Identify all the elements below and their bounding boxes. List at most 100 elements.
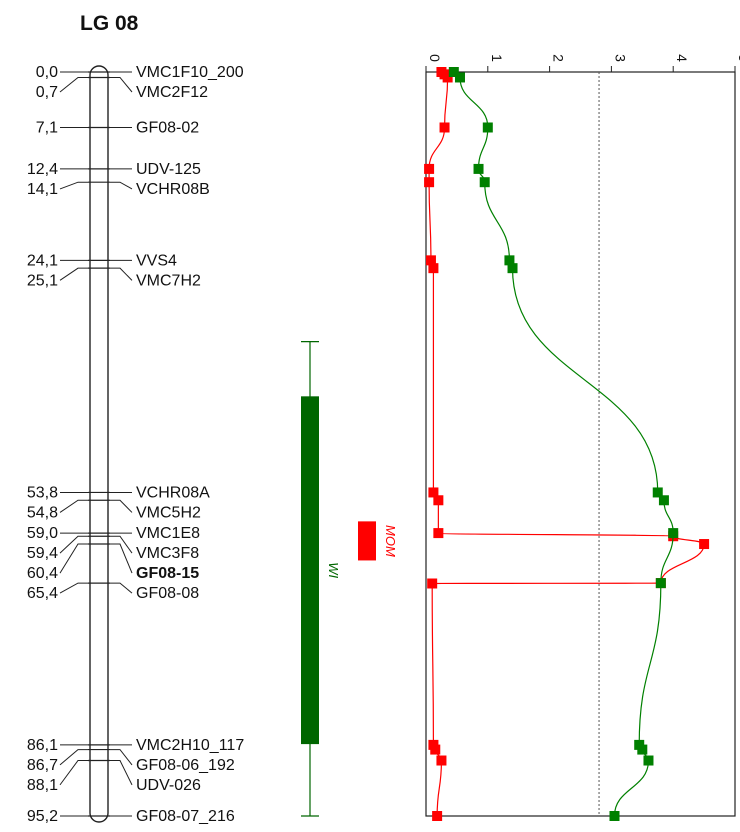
marker-name-label: VCHR08B	[136, 181, 210, 198]
lod-point	[433, 495, 444, 506]
lod-point	[643, 755, 654, 766]
marker-connector-left	[59, 181, 88, 190]
plot-frame	[425, 71, 736, 817]
chromosome-group	[89, 65, 109, 823]
lod-point	[507, 263, 518, 274]
lod-point	[424, 177, 435, 188]
marker-connector-right	[110, 267, 133, 281]
lod-point	[427, 578, 438, 589]
marker-name-label: VMC2F12	[136, 84, 208, 101]
lod-series-0	[424, 67, 710, 821]
marker-position-label: 0,7	[36, 84, 58, 101]
marker-connector-left	[59, 582, 88, 594]
x-tick-label: 0	[427, 54, 443, 62]
marker-name-label: GF08-06_192	[136, 757, 235, 774]
lod-point	[655, 578, 666, 589]
x-tick-label: 3	[612, 54, 628, 62]
lod-point	[479, 177, 490, 188]
lod-point	[428, 263, 439, 274]
qtl-interval-bar	[358, 521, 376, 561]
lod-profile-plot: 0 1 2 3 4 5	[424, 54, 740, 821]
lod-point	[433, 528, 444, 539]
marker-connector-right	[110, 749, 133, 766]
qtl-intervals: WI MOM	[301, 341, 398, 817]
marker-connector-right	[110, 535, 133, 554]
marker-name-label: GF08-15	[136, 565, 199, 582]
lod-point	[482, 122, 493, 133]
marker-connector-left	[59, 499, 88, 513]
marker-name-label: GF08-02	[136, 119, 199, 136]
marker-position-label: 59,0	[27, 525, 58, 542]
marker-position-label: 53,8	[27, 484, 58, 501]
marker-position-label: 95,2	[27, 808, 58, 825]
marker-connector-right	[110, 582, 133, 594]
marker-name-label: GF08-07_216	[136, 808, 235, 825]
marker-name-label: VCHR08A	[136, 484, 210, 501]
lod-point	[637, 744, 648, 755]
marker-position-label: 86,1	[27, 737, 58, 754]
lod-point	[448, 67, 459, 77]
lod-point	[609, 811, 620, 821]
marker-connector-left	[59, 267, 88, 281]
marker-position-label: 7,1	[36, 119, 58, 136]
lod-point	[668, 528, 679, 539]
marker-position-label: 86,7	[27, 757, 58, 774]
qtl-interval-bar	[301, 396, 319, 745]
marker-name-label: UDV-125	[136, 161, 201, 178]
marker-position-label: 0,0	[36, 64, 58, 81]
marker-connector-left	[59, 535, 88, 554]
lod-point	[442, 72, 453, 83]
lod-point	[428, 487, 439, 498]
x-tick-label: 1	[489, 54, 505, 62]
marker-labels: 0,0 VMC1F10_200 0,7 VMC2F12 7,1 GF08-02 12,4 UD…	[27, 64, 244, 825]
marker-position-label: 25,1	[27, 272, 58, 289]
linkage-group-title: LG 08	[80, 12, 139, 35]
marker-position-label: 12,4	[27, 161, 58, 178]
marker-position-label: 14,1	[27, 181, 58, 198]
lod-point	[658, 495, 669, 506]
lod-axis-ticks: 0 1 2 3 4 5	[425, 54, 740, 72]
qtl-label: WI	[326, 562, 341, 578]
marker-position-label: 88,1	[27, 777, 58, 794]
marker-connector-left	[59, 543, 88, 574]
lod-curve	[428, 71, 705, 817]
marker-connector-left	[59, 760, 88, 786]
x-tick-label: 4	[674, 54, 690, 62]
marker-connector-right	[110, 76, 133, 93]
marker-connector-left	[59, 76, 88, 93]
lod-point	[439, 122, 450, 133]
x-tick-label: 5	[736, 54, 740, 62]
marker-connector-right	[110, 760, 133, 786]
marker-position-label: 59,4	[27, 545, 58, 562]
lod-point	[432, 811, 443, 821]
marker-name-label: VMC3F8	[136, 545, 199, 562]
qtl-label: MOM	[383, 525, 398, 557]
marker-name-label: UDV-026	[136, 777, 201, 794]
lod-point	[473, 163, 484, 174]
lod-point	[436, 755, 447, 766]
lod-series-1	[448, 67, 679, 821]
lod-point	[425, 255, 436, 266]
lod-point	[504, 255, 515, 266]
marker-position-label: 65,4	[27, 585, 58, 602]
marker-connector-right	[110, 543, 133, 574]
marker-name-label: VMC2H10_117	[136, 737, 244, 754]
chromosome-bar	[89, 65, 109, 823]
marker-position-label: 60,4	[27, 565, 58, 582]
lod-point	[652, 487, 663, 498]
x-tick-label: 2	[551, 54, 567, 62]
lod-point	[699, 539, 710, 550]
lod-series	[424, 67, 710, 821]
marker-name-label: VMC1E8	[136, 525, 200, 542]
marker-position-label: 24,1	[27, 252, 58, 269]
marker-name-label: VMC1F10_200	[136, 64, 244, 81]
lod-point	[430, 744, 441, 755]
marker-name-label: VMC5H2	[136, 504, 201, 521]
marker-connector-right	[110, 499, 133, 513]
marker-name-label: VMC7H2	[136, 272, 201, 289]
lod-point	[424, 163, 435, 174]
marker-connector-left	[59, 749, 88, 766]
marker-connector-right	[110, 181, 133, 190]
marker-position-label: 54,8	[27, 504, 58, 521]
